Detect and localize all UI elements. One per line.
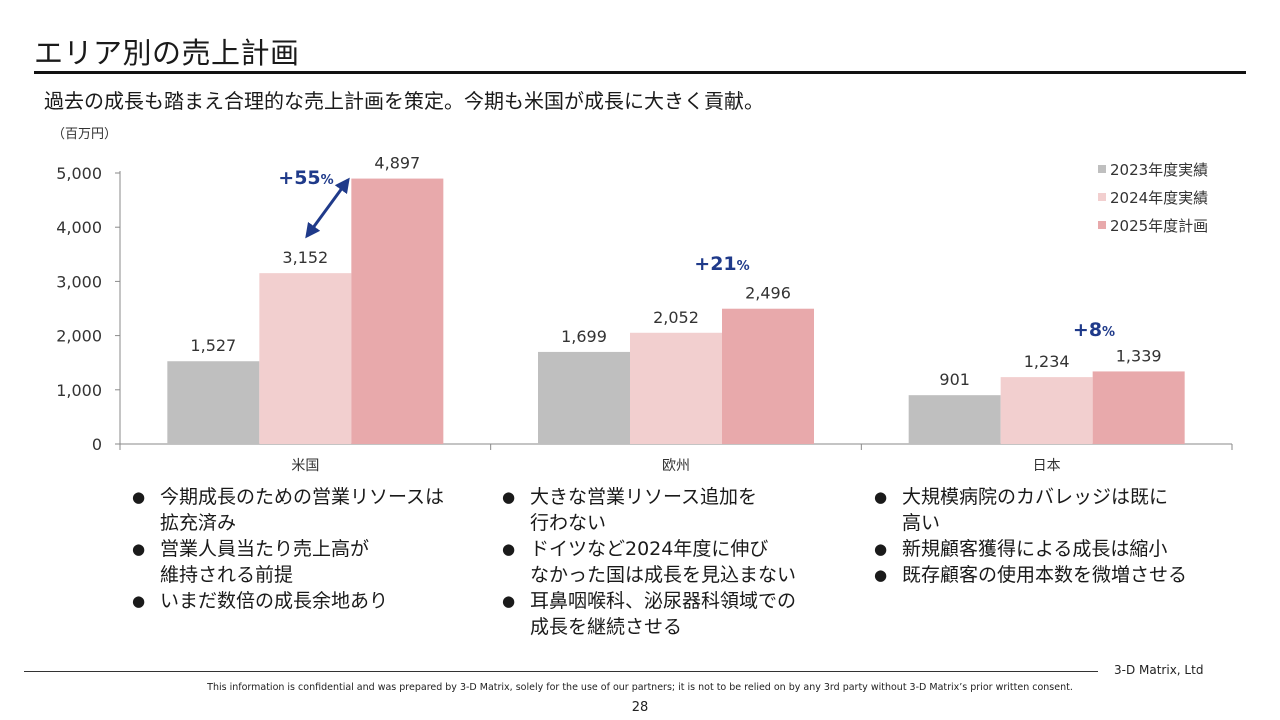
page-number: 28 [631,700,649,715]
x-category-label: 欧州 [662,458,690,474]
y-tick-label: 3,000 [56,272,102,291]
bar-3-3 [1092,371,1185,444]
title-divider [34,71,1246,74]
x-category-label: 米国 [291,458,319,474]
y-tick-label: 4,000 [56,218,102,237]
growth-annotation: +8% [1073,319,1115,341]
bar-3-2 [1000,377,1093,444]
x-category-label: 日本 [1033,458,1061,474]
legend-label: 2024年度実績 [1110,189,1208,207]
bullet-item: 新規顧客獲得による成長は縮小 [874,536,1254,562]
sales-bar-chart: （百万円） 0 1,000 2,000 3,000 4,000 5,000 1,527 3,15… [52,127,1233,474]
y-tick-label: 5,000 [56,164,102,183]
bar-1-3 [351,178,444,445]
legend-swatch [1098,165,1106,173]
y-unit-label: （百万円） [52,127,117,142]
confidentiality-notice: This information is confidential and was… [207,682,1073,693]
growth-annotation: +21% [694,253,749,275]
bullet-item: 既存顧客の使用本数を微増させる [874,562,1254,588]
bullets-jp: 大規模病院のカバレッジは既に高い新規顧客獲得による成長は縮小既存顧客の使用本数を… [874,484,1254,588]
bar-2-1 [538,351,630,444]
bar-3-1 [908,395,1001,444]
data-label: 1,339 [1116,346,1162,365]
legend-label: 2023年度実績 [1110,161,1208,179]
bar-1-2 [259,273,352,444]
bullet-item: いまだ数倍の成長余地あり [132,588,492,614]
y-tick-label: 2,000 [56,327,102,346]
legend-swatch [1098,221,1106,229]
bullets-eu: 大きな営業リソース追加を行わないドイツなど2024年度に伸びなかった国は成長を見… [502,484,862,640]
data-label: 901 [939,370,970,389]
data-label: 1,527 [190,336,236,355]
data-label: 1,699 [561,327,607,346]
data-label: 1,234 [1024,352,1070,371]
bullets-us: 今期成長のための営業リソースは拡充済み営業人員当たり売上高が維持される前提いまだ… [132,484,492,614]
growth-annotation: +55% [278,167,333,189]
y-tick-label: 0 [92,435,102,454]
bar-2-3 [722,308,814,444]
bar-1-1 [167,361,260,444]
data-label: 2,496 [745,284,791,303]
bar-2-2 [630,332,722,444]
company-name: 3-D Matrix, Ltd [1114,663,1204,677]
legend-label: 2025年度計画 [1110,217,1208,235]
data-label: 2,052 [653,308,699,327]
footer-divider [24,671,1098,672]
legend-swatch [1098,193,1106,201]
growth-arrow [305,177,350,239]
page-subtitle: 過去の成長も踏まえ合理的な売上計画を策定。今期も米国が成長に大きく貢献。 [44,89,764,113]
page-title: エリア別の売上計画 [34,36,300,70]
y-tick-label: 1,000 [56,381,102,400]
data-label: 4,897 [374,154,420,173]
data-label: 3,152 [282,248,328,267]
